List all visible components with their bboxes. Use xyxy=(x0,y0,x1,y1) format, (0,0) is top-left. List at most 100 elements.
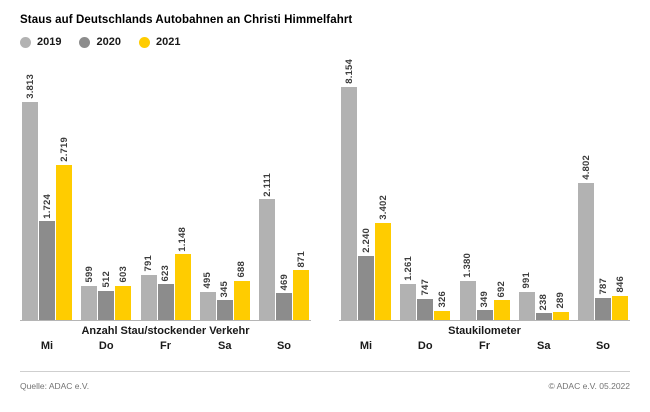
category-label-so: So xyxy=(595,340,611,352)
bar-2020-sa xyxy=(216,300,233,320)
bar-value-label: 599 xyxy=(83,266,95,283)
plot-area: 3.813 1.724 2.719 599 512 603 791 623 1.148 495 34… xyxy=(20,58,311,321)
bar-value-label: 871 xyxy=(295,250,307,268)
bar-value-label: 623 xyxy=(160,264,171,282)
bar-column: 2.240 xyxy=(358,228,374,320)
bar-value-label: 349 xyxy=(479,290,490,307)
legend-label: 2020 xyxy=(96,36,121,48)
bar-value-label: 747 xyxy=(419,279,431,296)
bar-2021-fr xyxy=(174,254,191,320)
bar-2021-do xyxy=(115,285,132,320)
category-label-do: Do xyxy=(417,340,433,352)
bar-2021-sa xyxy=(552,311,569,320)
bar-group-so: 2.111 469 871 xyxy=(259,173,309,320)
bar-column: 791 xyxy=(140,255,157,320)
category-label-fr: Fr xyxy=(479,340,490,352)
bar-group-fr: 1.380 349 692 xyxy=(459,253,510,320)
bar-column: 1.380 xyxy=(459,253,476,320)
legend-dot-icon xyxy=(20,36,31,48)
plot-area: 8.154 2.240 3.402 1.261 747 326 1.380 349 692 991… xyxy=(339,58,630,321)
bar-column: 599 xyxy=(81,266,98,320)
bar-column: 3.402 xyxy=(375,195,391,320)
bar-column: 692 xyxy=(493,281,510,320)
bar-column: 4.802 xyxy=(578,155,594,320)
axis-title: Anzahl Stau/stockender Verkehr xyxy=(81,325,250,337)
bar-value-label: 495 xyxy=(202,272,214,289)
bar-value-label: 2.719 xyxy=(58,136,70,162)
bar-2021-mi xyxy=(375,222,391,320)
bar-column: 238 xyxy=(535,293,552,320)
bar-2019-mi xyxy=(22,102,38,320)
bar-column: 289 xyxy=(552,292,569,320)
bar-value-label: 787 xyxy=(597,278,609,295)
bar-value-label: 991 xyxy=(521,272,533,289)
bar-value-label: 688 xyxy=(236,261,248,278)
bar-column: 349 xyxy=(476,290,493,320)
legend-item-2019: 2019 xyxy=(20,36,61,48)
bar-value-label: 326 xyxy=(436,291,448,308)
bar-2021-fr xyxy=(493,300,510,320)
bar-value-label: 1.261 xyxy=(402,256,414,281)
bar-column: 846 xyxy=(612,276,628,320)
source-text: Quelle: ADAC e.V. xyxy=(20,381,90,391)
bar-group-do: 1.261 747 326 xyxy=(400,256,451,320)
legend-label: 2019 xyxy=(37,36,62,48)
copyright-text: © ADAC e.V. 05.2022 xyxy=(548,381,630,391)
bar-2021-so xyxy=(293,270,309,320)
legend-item-2021: 2021 xyxy=(138,36,180,48)
bar-2021-mi xyxy=(56,164,72,320)
bar-column: 991 xyxy=(518,272,535,320)
bar-2019-fr xyxy=(459,280,476,320)
bar-2020-mi xyxy=(358,256,374,320)
bar-2019-sa xyxy=(518,291,535,320)
bar-column: 2.111 xyxy=(259,173,275,320)
bar-2020-mi xyxy=(39,221,55,320)
footer: Quelle: ADAC e.V. © ADAC e.V. 05.2022 xyxy=(20,381,630,391)
bar-value-label: 3.402 xyxy=(377,195,389,220)
bar-2019-do xyxy=(400,284,417,320)
bar-value-label: 238 xyxy=(538,293,550,311)
bar-2020-do xyxy=(417,298,434,320)
bar-column: 871 xyxy=(293,251,309,320)
legend: 2019 2020 2021 xyxy=(20,35,630,49)
bar-value-label: 8.154 xyxy=(343,59,355,84)
bar-column: 787 xyxy=(595,278,611,320)
bar-2020-fr xyxy=(157,284,174,320)
bar-value-label: 846 xyxy=(614,276,626,293)
bar-2020-do xyxy=(98,290,115,320)
chart-panel-staukilometer: 8.154 2.240 3.402 1.261 747 326 1.380 349 692 991… xyxy=(339,58,630,352)
bar-column: 345 xyxy=(216,280,233,320)
bar-2021-do xyxy=(434,310,451,320)
category-label-sa: Sa xyxy=(218,340,232,352)
category-label-do: Do xyxy=(98,340,114,352)
bar-2019-so xyxy=(578,182,594,320)
category-label-sa: Sa xyxy=(537,340,551,352)
bar-2020-so xyxy=(595,297,611,320)
bar-group-mi: 8.154 2.240 3.402 xyxy=(341,59,391,320)
bar-value-label: 512 xyxy=(100,271,112,288)
bar-2021-sa xyxy=(233,280,250,320)
bar-value-label: 345 xyxy=(219,280,231,298)
bar-2020-fr xyxy=(476,310,493,320)
bar-column: 326 xyxy=(434,291,451,320)
bar-value-label: 469 xyxy=(278,273,290,291)
bar-2019-sa xyxy=(199,291,216,320)
category-label-mi: Mi xyxy=(40,340,54,352)
bar-value-label: 2.111 xyxy=(261,172,273,197)
bar-group-fr: 791 623 1.148 xyxy=(140,227,191,320)
category-axis: Mi Do Fr Sa So xyxy=(339,340,630,352)
bar-column: 3.813 xyxy=(22,74,38,320)
bar-2020-sa xyxy=(535,313,552,320)
bar-column: 469 xyxy=(276,274,292,320)
legend-dot-icon xyxy=(79,36,91,48)
bar-value-label: 791 xyxy=(143,255,154,272)
category-label-so: So xyxy=(276,340,292,352)
bar-group-sa: 495 345 688 xyxy=(199,261,250,320)
bar-column: 623 xyxy=(157,264,174,320)
bar-group-do: 599 512 603 xyxy=(81,266,132,320)
bar-column: 1.724 xyxy=(39,194,55,320)
bar-column: 2.719 xyxy=(56,137,72,320)
bar-2019-fr xyxy=(140,274,157,320)
bar-2019-so xyxy=(259,199,275,320)
